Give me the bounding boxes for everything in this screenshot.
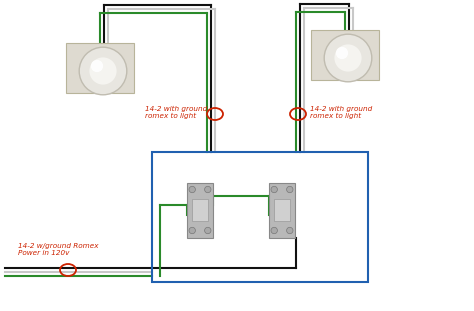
Bar xyxy=(152,152,368,282)
Circle shape xyxy=(287,227,293,234)
Circle shape xyxy=(79,47,127,95)
Text: 14-2 with ground
romex to light: 14-2 with ground romex to light xyxy=(310,106,372,119)
Bar xyxy=(269,183,295,238)
Circle shape xyxy=(271,227,277,234)
Circle shape xyxy=(271,186,277,193)
Bar xyxy=(274,199,290,221)
Text: 14-2 with ground
romex to light: 14-2 with ground romex to light xyxy=(145,106,207,119)
Bar xyxy=(311,30,379,80)
Circle shape xyxy=(205,227,211,234)
Circle shape xyxy=(91,60,103,72)
Bar xyxy=(187,183,213,238)
Bar xyxy=(66,43,134,93)
Circle shape xyxy=(189,227,195,234)
Circle shape xyxy=(334,44,362,72)
Text: 14-2 w/ground Romex
Power in 120v: 14-2 w/ground Romex Power in 120v xyxy=(18,243,99,256)
Circle shape xyxy=(189,186,195,193)
Circle shape xyxy=(205,186,211,193)
Circle shape xyxy=(324,34,372,82)
Circle shape xyxy=(336,47,348,59)
Bar xyxy=(192,199,208,221)
Circle shape xyxy=(90,58,117,85)
Circle shape xyxy=(287,186,293,193)
